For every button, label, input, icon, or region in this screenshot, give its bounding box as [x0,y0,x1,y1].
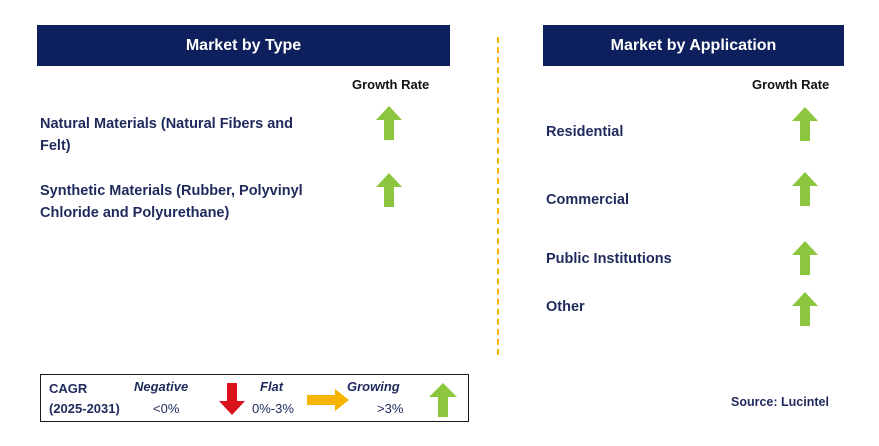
growing-arrow-icon [429,383,457,417]
source-credit: Source: Lucintel [731,395,829,409]
flat-arrow-icon [307,389,349,411]
type-item-synthetic-line2: Chloride and Polyurethane) [40,205,230,221]
growth-rate-label-right: Growth Rate [752,77,830,92]
type-item-natural-materials: Natural Materials (Natural Fibers and Fe… [40,113,340,157]
negative-arrow-icon [219,383,245,415]
type-item-synthetic-materials: Synthetic Materials (Rubber, Polyvinyl C… [40,180,340,224]
legend-negative-range: <0% [153,401,180,416]
panel-divider [497,37,499,355]
legend-cagr-label: CAGR [49,381,88,396]
legend-period: (2025-2031) [49,401,120,416]
growing-arrow-icon [792,107,818,141]
application-item-public-institutions: Public Institutions [546,251,672,267]
type-item-natural-line1: Natural Materials (Natural Fibers and [40,116,294,132]
cagr-legend: CAGR (2025-2031) Negative <0% Flat 0%-3%… [40,374,469,422]
legend-growing-range: >3% [377,401,404,416]
market-by-application-header: Market by Application [543,25,844,66]
growing-arrow-icon [792,172,818,206]
market-by-application-title: Market by Application [610,36,777,54]
type-item-synthetic-line1: Synthetic Materials (Rubber, Polyvinyl [40,183,303,199]
market-by-type-title: Market by Type [185,36,302,54]
growing-arrow-icon [792,241,818,275]
application-item-commercial: Commercial [546,192,630,208]
application-item-residential: Residential [546,124,624,140]
legend-flat-label: Flat [260,379,284,394]
legend-negative-label: Negative [134,379,189,394]
legend-growing-label: Growing [347,379,400,394]
type-item-natural-line2: Felt) [40,138,71,154]
growing-arrow-icon [376,106,402,140]
market-by-type-header: Market by Type [37,25,450,66]
legend-flat-range: 0%-3% [252,401,294,416]
growing-arrow-icon [376,173,402,207]
growing-arrow-icon [792,292,818,326]
application-item-other: Other [546,299,585,315]
growth-rate-label-left: Growth Rate [352,77,430,92]
